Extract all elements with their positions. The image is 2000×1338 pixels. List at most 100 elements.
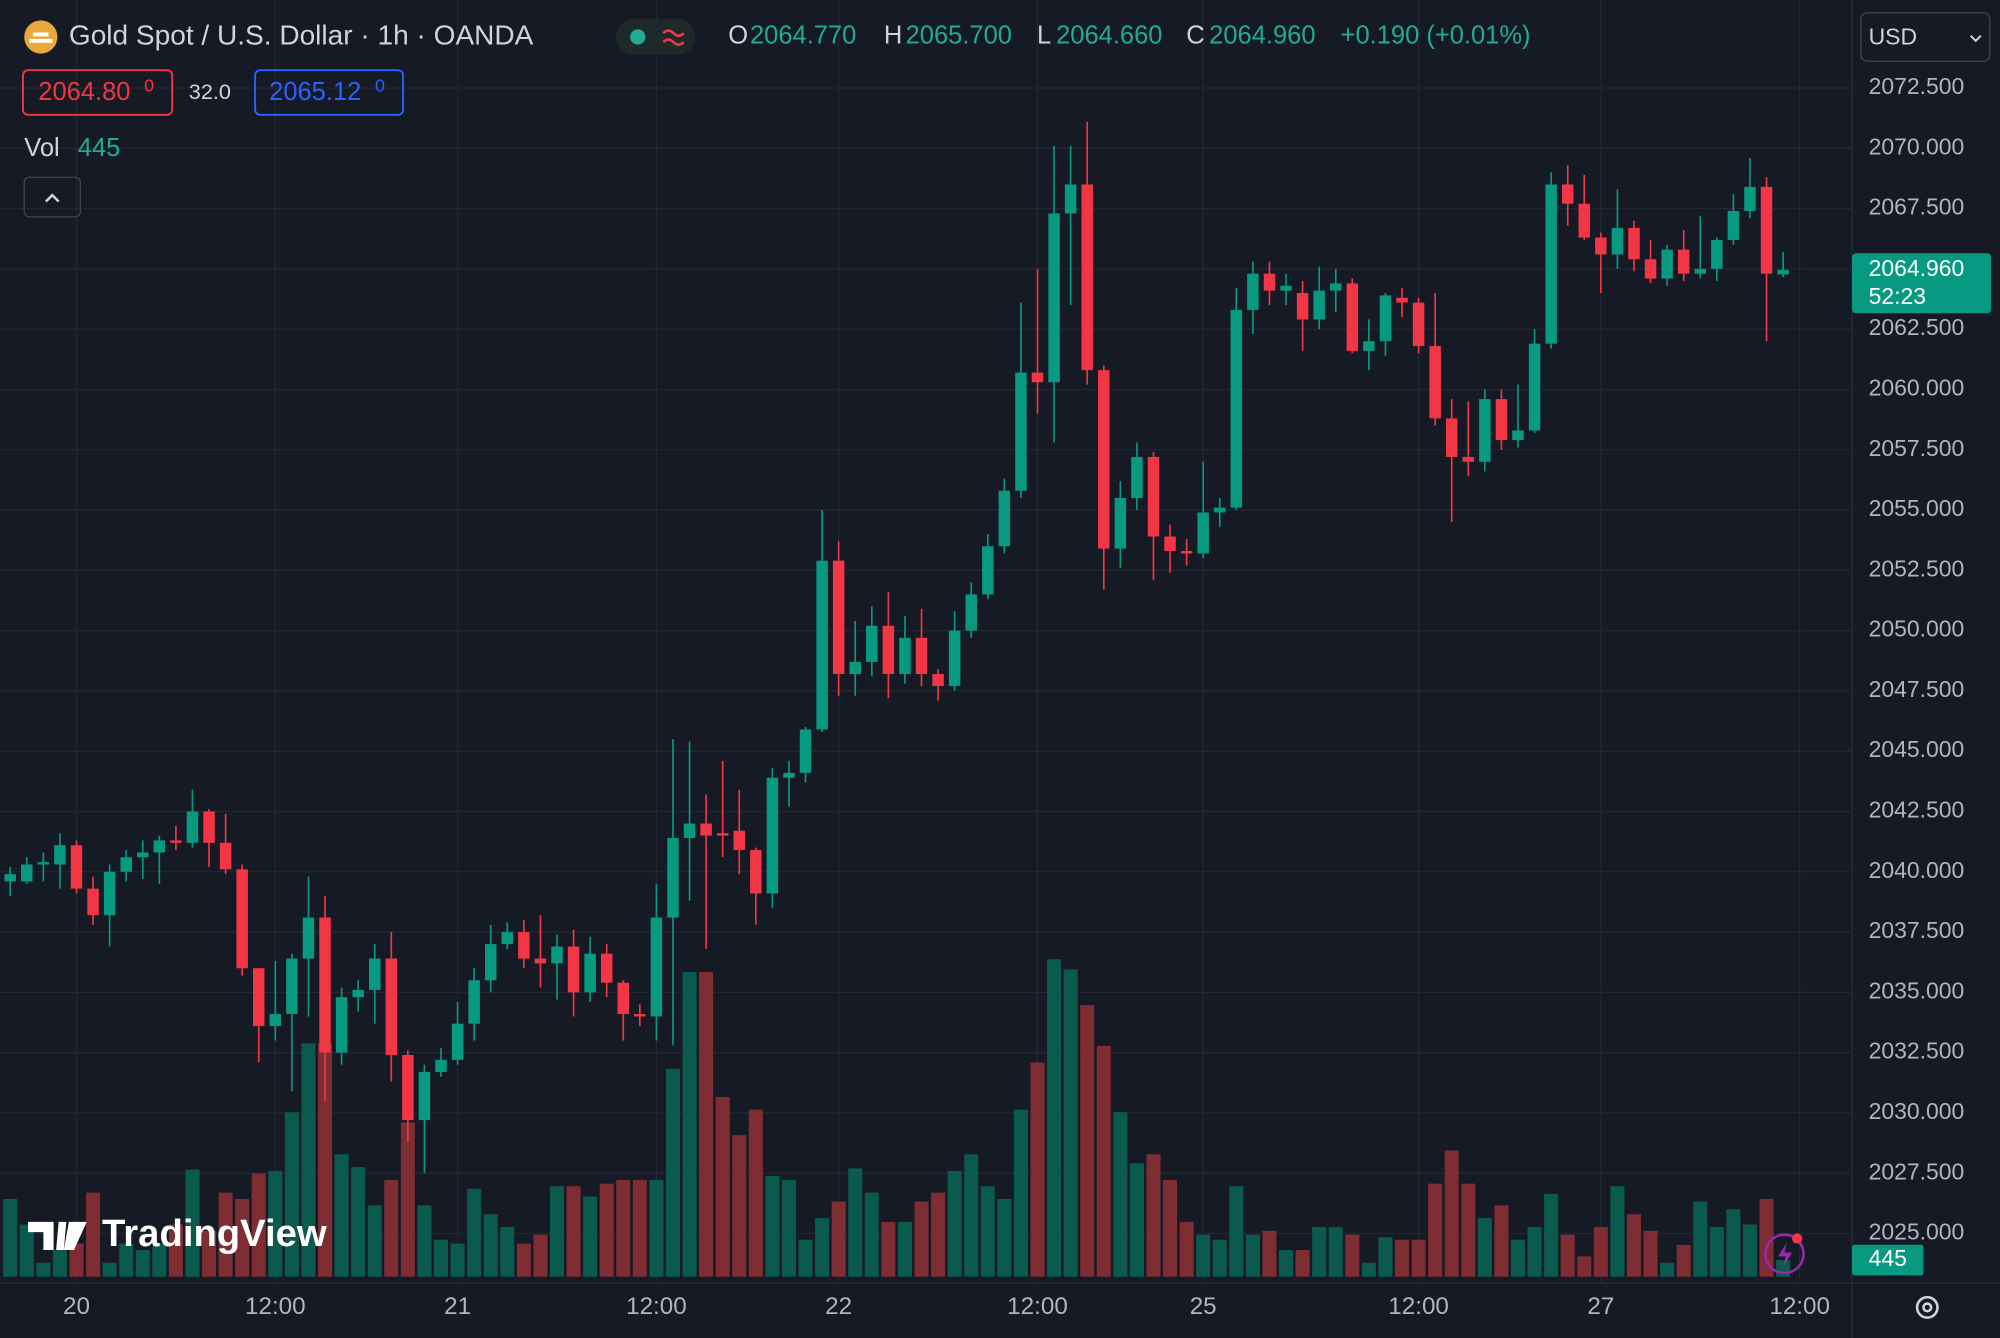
candle-body xyxy=(186,811,199,843)
volume-bar xyxy=(86,1192,101,1277)
volume-bar xyxy=(798,1239,813,1277)
candle-body xyxy=(103,871,116,916)
candle-body xyxy=(1313,290,1325,320)
volume-bar xyxy=(450,1243,465,1277)
ohlc-value: 2065.700 xyxy=(906,22,1012,50)
candle-body xyxy=(1545,184,1557,344)
candle-body xyxy=(1412,302,1425,347)
candle-body xyxy=(1031,372,1044,383)
candle-body xyxy=(1263,273,1276,291)
ohlc-label: C xyxy=(1186,22,1204,50)
volume-bar xyxy=(566,1186,581,1277)
candle-body xyxy=(1346,283,1359,351)
symbol-title[interactable]: Gold Spot / U.S. Dollar · 1h · OANDA xyxy=(69,19,534,50)
volume-indicator-value: 445 xyxy=(78,134,121,162)
volume-bar xyxy=(1560,1234,1575,1277)
candle-body xyxy=(866,625,878,662)
ohlc-label: O xyxy=(728,22,748,50)
volume-bar xyxy=(682,971,697,1277)
volume-bar xyxy=(251,1173,266,1277)
volume-bar xyxy=(831,1201,846,1277)
x-tick-label: 27 xyxy=(1587,1293,1614,1320)
settings-icon[interactable] xyxy=(1915,1295,1939,1319)
candle-body xyxy=(600,953,613,983)
candle-body xyxy=(1098,370,1110,549)
volume-bar xyxy=(1709,1227,1724,1277)
candle-body xyxy=(253,968,265,1027)
candle-body xyxy=(484,944,497,981)
status-pill[interactable] xyxy=(616,19,696,55)
logo-mark xyxy=(28,1221,87,1250)
ohlc-value: 2064.660 xyxy=(1056,22,1162,50)
volume-bar xyxy=(1096,1045,1111,1277)
candle-body xyxy=(1644,259,1657,279)
volume-bar xyxy=(732,1135,747,1277)
candle-body xyxy=(1379,295,1392,342)
candle-body xyxy=(302,917,315,959)
volume-bar xyxy=(1610,1186,1625,1277)
candle-body xyxy=(236,869,248,969)
candle-body xyxy=(733,830,745,851)
candle-body xyxy=(1296,292,1309,320)
candle-body xyxy=(1363,341,1375,351)
candle-body xyxy=(849,661,861,675)
ohlc-label: H xyxy=(884,22,902,50)
volume-bar xyxy=(119,1243,134,1277)
volume-bar xyxy=(599,1183,614,1277)
candle-body xyxy=(932,674,944,687)
volume-bars xyxy=(3,959,1791,1277)
candle-body xyxy=(551,946,563,964)
collapse-button[interactable] xyxy=(23,176,82,218)
currency-select[interactable] xyxy=(1860,12,1991,62)
axes: 2025.000 2027.500 2030.000 2032.500 2035.000… xyxy=(63,73,1992,1320)
candle-body xyxy=(335,997,348,1053)
alert-icon[interactable] xyxy=(1764,1233,1805,1275)
candle-body xyxy=(70,845,83,889)
volume-bar xyxy=(1577,1256,1592,1277)
buy-price: 2065.12 xyxy=(269,78,361,106)
candle-body xyxy=(1214,507,1226,513)
candle-body xyxy=(816,560,828,730)
last-price-label: 2064.960 xyxy=(1869,255,1965,281)
candle-body xyxy=(617,982,630,1015)
volume-bar xyxy=(433,1239,449,1277)
candle-body xyxy=(402,1055,414,1121)
volume-bar xyxy=(881,1221,896,1277)
candle-body xyxy=(518,932,530,959)
candle-body xyxy=(716,833,729,836)
candle-body xyxy=(21,864,33,882)
candle-body xyxy=(1230,309,1243,508)
volume-bar xyxy=(964,1154,979,1277)
candle-body xyxy=(948,630,961,687)
candle-body xyxy=(1429,346,1441,419)
candle-body xyxy=(418,1071,431,1121)
volume-bar xyxy=(1461,1183,1476,1277)
y-tick-label: 2025.000 xyxy=(1869,1219,1965,1245)
volume-bar xyxy=(1693,1201,1708,1277)
volume-bar xyxy=(1047,959,1062,1277)
volume-bar xyxy=(400,1122,415,1277)
sell-button[interactable] xyxy=(22,69,174,116)
candle-body xyxy=(203,811,215,843)
y-tick-label: 2052.500 xyxy=(1869,555,1965,581)
y-tick-label: 2057.500 xyxy=(1869,435,1965,461)
volume-bar xyxy=(1759,1198,1774,1277)
candle-body xyxy=(54,845,66,865)
candle-body xyxy=(1064,184,1077,214)
candle-body xyxy=(1197,512,1209,554)
volume-bar xyxy=(185,1169,200,1277)
delay-icon xyxy=(662,29,685,46)
x-tick-label: 21 xyxy=(444,1293,471,1320)
volume-bar xyxy=(897,1221,912,1277)
sell-pip: 0 xyxy=(144,75,154,95)
volume-bar xyxy=(1179,1221,1194,1277)
volume-bar xyxy=(483,1214,498,1277)
volume-bar xyxy=(914,1201,929,1277)
buy-button[interactable] xyxy=(254,69,405,116)
candle-body xyxy=(783,772,795,778)
candle-body xyxy=(667,837,679,918)
volume-bar xyxy=(765,1176,780,1277)
x-tick-label: 12:00 xyxy=(245,1293,306,1320)
candle-body xyxy=(1512,430,1524,441)
candle-body xyxy=(137,852,149,858)
